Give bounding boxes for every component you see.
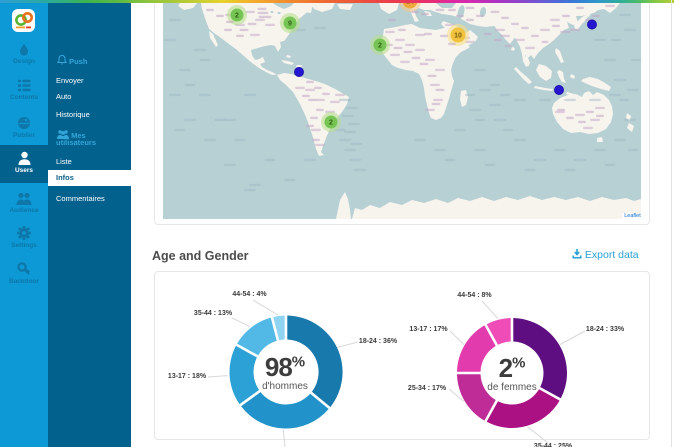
svg-text:2: 2 [235,12,239,19]
svg-text:2: 2 [329,119,333,126]
svg-text:14: 14 [406,3,414,5]
svg-text:10: 10 [454,32,462,39]
svg-text:9: 9 [288,20,292,27]
svg-text:2: 2 [378,42,382,49]
